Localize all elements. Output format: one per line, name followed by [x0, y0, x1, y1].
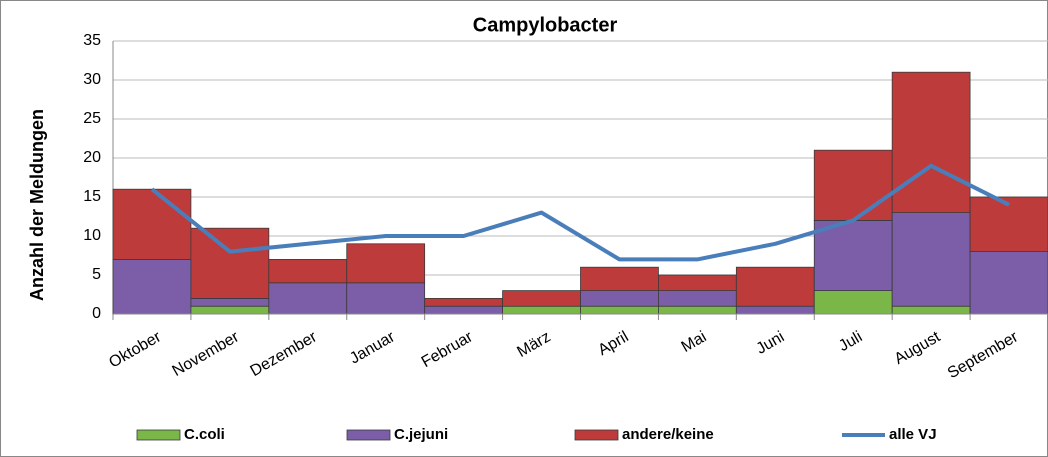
bar-segment	[268, 258, 348, 284]
line	[150, 163, 1010, 262]
y-tick-label: 20	[83, 149, 101, 166]
bar-segment	[112, 258, 192, 315]
y-tick-label: 10	[83, 227, 101, 244]
bar-segment	[190, 227, 270, 299]
bar-segment	[813, 219, 893, 291]
bar-segment	[502, 290, 581, 307]
bar-segment	[658, 305, 737, 315]
bar-segment	[969, 196, 1048, 252]
legend-swatch	[574, 429, 619, 441]
y-axis-label: Anzahl der Meldungen	[27, 109, 47, 301]
bar-segment	[891, 71, 971, 213]
y-tick-label: 0	[92, 305, 101, 322]
bar-segment	[891, 305, 971, 315]
legend-label: andere/keine	[622, 426, 714, 443]
y-tick-label: 15	[83, 188, 101, 205]
bar-segment	[891, 212, 971, 307]
y-tick-label: 5	[92, 266, 101, 283]
y-tick-label: 35	[83, 32, 101, 49]
bar-segment	[424, 305, 503, 315]
bar-segment	[580, 266, 659, 292]
bar-segment	[735, 266, 815, 307]
bar-segment	[658, 290, 737, 307]
y-tick-label: 30	[83, 71, 101, 88]
bar-segment	[735, 305, 815, 315]
bar-segment	[268, 282, 348, 315]
bar-segment	[969, 251, 1048, 315]
legend-label: C.coli	[184, 426, 225, 443]
bar-segment	[813, 290, 893, 315]
bar-segment	[190, 297, 270, 307]
legend-label: C.jejuni	[394, 426, 448, 443]
legend-label: alle VJ	[889, 426, 937, 443]
bar-segment	[190, 305, 270, 315]
y-tick-label: 25	[83, 110, 101, 127]
bar-segment	[346, 282, 426, 315]
bar-segment	[580, 290, 659, 307]
bar-segment	[502, 305, 581, 315]
bar-segment	[813, 149, 893, 221]
bar-segment	[346, 243, 426, 284]
bar-segment	[112, 188, 192, 260]
legend-swatch	[136, 429, 181, 441]
bar-segment	[424, 297, 503, 307]
chart-title: Campylobacter	[473, 14, 618, 36]
legend-swatch	[346, 429, 391, 441]
bar-segment	[658, 274, 737, 292]
bar-segment	[580, 305, 659, 315]
